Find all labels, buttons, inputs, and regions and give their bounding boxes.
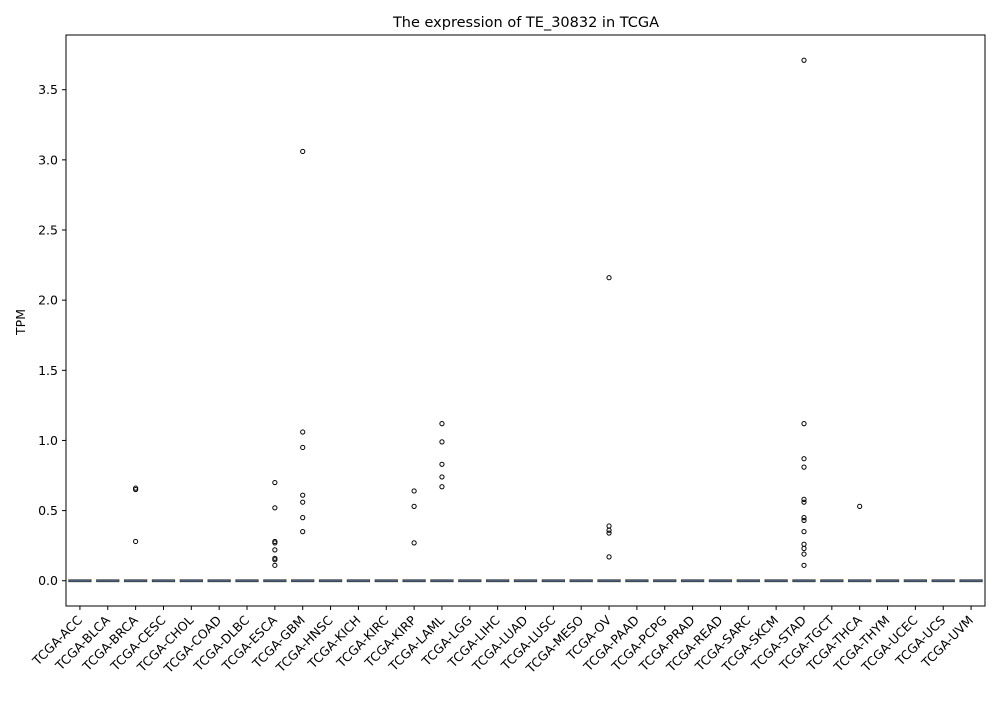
y-tick-label: 3.0 xyxy=(38,152,58,167)
y-tick-label: 0.0 xyxy=(38,573,58,588)
outlier-point xyxy=(801,562,807,568)
outlier-point xyxy=(300,429,306,435)
y-axis-label: TPM xyxy=(13,309,28,336)
box-tcga-kich xyxy=(346,579,371,583)
box-tcga-meso xyxy=(569,579,593,583)
box-tcga-skcm xyxy=(764,579,788,583)
outlier-point xyxy=(272,540,278,546)
box-tcga-thca xyxy=(848,579,872,583)
y-tick-label: 3.5 xyxy=(38,82,58,97)
outlier-point xyxy=(300,148,306,155)
box-tcga-sarc xyxy=(736,579,760,583)
outlier-point xyxy=(606,554,612,560)
outlier-point xyxy=(801,57,807,63)
box-tcga-stad xyxy=(792,579,816,583)
outlier-point xyxy=(272,562,278,568)
y-tick-label: 0.5 xyxy=(38,503,58,518)
box-tcga-luad xyxy=(513,579,538,583)
outlier-point xyxy=(300,529,306,535)
box-tcga-lihc xyxy=(486,579,510,583)
outlier-point xyxy=(801,529,807,535)
box-tcga-gbm xyxy=(291,579,315,583)
box-tcga-brca xyxy=(123,579,148,583)
box-tcga-lgg xyxy=(458,579,482,583)
outlier-point xyxy=(300,492,306,498)
box-tcga-ov xyxy=(597,579,621,583)
box-tcga-ucec xyxy=(903,579,928,583)
outlier-point xyxy=(801,515,807,521)
outlier-point xyxy=(411,488,417,494)
y-tick-label: 2.5 xyxy=(38,223,58,238)
outlier-point xyxy=(606,275,612,281)
outlier-point xyxy=(300,499,306,505)
outlier-point xyxy=(272,479,278,486)
outlier-point xyxy=(272,557,278,563)
y-tick-label: 1.0 xyxy=(38,433,58,448)
outlier-point xyxy=(606,530,612,536)
outlier-point xyxy=(411,503,417,509)
outlier-point xyxy=(801,499,807,505)
box-tcga-ucs xyxy=(931,579,955,583)
outlier-point xyxy=(801,421,807,427)
y-tick-label: 1.5 xyxy=(38,363,58,378)
outlier-point xyxy=(606,527,612,533)
box-tcga-thym xyxy=(875,579,900,583)
box-tcga-cesc xyxy=(151,579,176,583)
box-tcga-dlbc xyxy=(235,579,259,583)
outlier-point xyxy=(801,496,807,502)
box-tcga-laml xyxy=(430,579,454,583)
outlier-point xyxy=(133,538,139,545)
box-tcga-chol xyxy=(179,579,203,583)
outlier-point xyxy=(801,464,807,470)
box-tcga-hnsc xyxy=(318,579,343,583)
outlier-point xyxy=(272,547,278,553)
box-tcga-paad xyxy=(625,579,649,583)
chart-title: The expression of TE_30832 in TCGA xyxy=(392,15,659,31)
outlier-point xyxy=(272,505,278,511)
plot-frame xyxy=(65,34,986,607)
outlier-point xyxy=(439,484,445,490)
outlier-point xyxy=(300,444,306,451)
outlier-point xyxy=(133,486,139,493)
box-tcga-read xyxy=(708,579,733,583)
box-tcga-tgct xyxy=(820,579,844,583)
box-tcga-lusc xyxy=(541,579,565,583)
box-tcga-kirc xyxy=(374,579,398,583)
outlier-point xyxy=(801,545,807,552)
outlier-point xyxy=(439,461,445,467)
outlier-point xyxy=(439,421,445,427)
outlier-point xyxy=(411,540,417,546)
outlier-point xyxy=(801,517,807,524)
box-tcga-pcpg xyxy=(653,579,677,583)
outlier-point xyxy=(857,503,863,509)
box-tcga-esca xyxy=(263,579,287,583)
outlier-point xyxy=(300,515,306,521)
outlier-point xyxy=(439,439,445,445)
outlier-point xyxy=(801,541,807,547)
box-tcga-acc xyxy=(68,579,92,583)
box-tcga-blca xyxy=(96,579,120,583)
outlier-point xyxy=(606,523,612,529)
outlier-point xyxy=(801,456,807,462)
box-tcga-kirp xyxy=(402,579,426,583)
outlier-point xyxy=(801,551,807,557)
y-tick-label: 2.0 xyxy=(38,293,58,308)
box-tcga-uvm xyxy=(959,579,983,583)
box-tcga-coad xyxy=(207,579,231,583)
box-tcga-prad xyxy=(680,579,705,583)
outlier-point xyxy=(439,474,445,480)
